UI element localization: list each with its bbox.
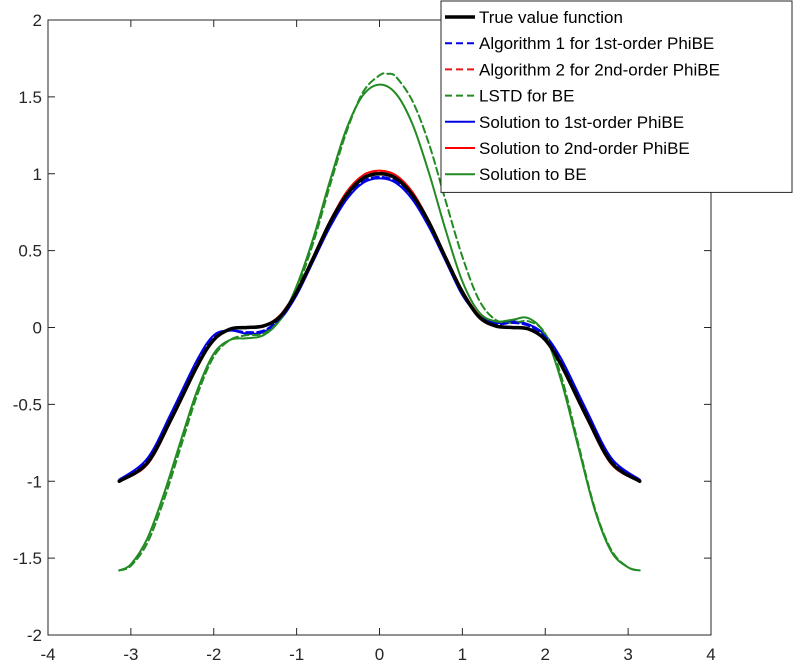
series-line-algorithm-2-for-2nd-order-phibe <box>118 171 641 483</box>
series-line-solution-to-2nd-order-phibe <box>118 169 641 483</box>
y-tick-label: 0.5 <box>18 242 42 261</box>
legend-label-solution-to-be: Solution to BE <box>479 165 587 184</box>
series-line-algorithm-1-for-1st-order-phibe <box>118 175 641 481</box>
x-tick-label: 3 <box>623 645 632 664</box>
x-tick-label: -3 <box>123 645 138 664</box>
x-tick-label: 2 <box>541 645 550 664</box>
x-tick-label: -4 <box>40 645 55 664</box>
legend-label-algorithm-1-for-1st-order-phibe: Algorithm 1 for 1st-order PhiBE <box>479 34 714 53</box>
x-tick-label: 0 <box>375 645 384 664</box>
y-tick-label: 1.5 <box>18 88 42 107</box>
x-tick-label: 4 <box>706 645 715 664</box>
y-tick-label: -1 <box>27 472 42 491</box>
y-tick-label: 1 <box>33 165 42 184</box>
x-tick-label: -2 <box>206 645 221 664</box>
y-tick-label: 0 <box>33 319 42 338</box>
legend-box <box>440 0 793 193</box>
legend-label-solution-to-2nd-order-phibe: Solution to 2nd-order PhiBE <box>479 139 690 158</box>
legend: True value function Algorithm 1 for 1st-o… <box>440 0 793 193</box>
y-tick-label: -2 <box>27 626 42 645</box>
y-tick-label: -1.5 <box>13 549 42 568</box>
series-line-lstd-for-be <box>118 72 641 572</box>
x-tick-label: 1 <box>458 645 467 664</box>
series-line-solution-to-1st-order-phibe <box>118 177 641 481</box>
y-tick-label: 2 <box>33 11 42 30</box>
axes: -4 -3 -2 -1 0 1 2 3 4 -2 -1.5 -1 -0.5 0 0.5 1 1.5 2 <box>13 11 716 664</box>
legend-label-solution-to-1st-order-phibe: Solution to 1st-order PhiBE <box>479 113 684 132</box>
series-line-solution-to-be <box>118 83 641 572</box>
x-tick-label: -1 <box>289 645 304 664</box>
legend-label-algorithm-2-for-2nd-order-phibe: Algorithm 2 for 2nd-order PhiBE <box>479 60 720 79</box>
legend-label-lstd-for-be: LSTD for BE <box>479 87 574 106</box>
series-line-true-value-function <box>117 172 642 483</box>
plot-area <box>117 72 642 572</box>
y-tick-label: -0.5 <box>13 395 42 414</box>
legend-label-true-value-function: True value function <box>479 8 623 27</box>
